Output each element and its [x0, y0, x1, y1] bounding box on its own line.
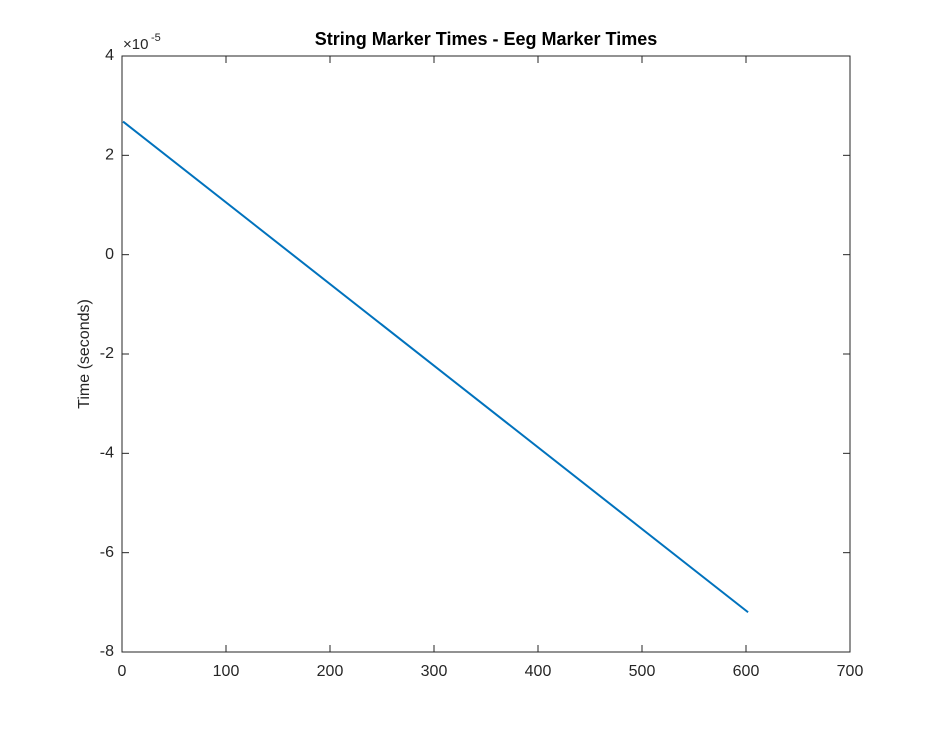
y-tick-label: 2 [105, 147, 114, 164]
y-tick-label: -2 [100, 345, 114, 362]
y-scale-exponent: -5 [151, 32, 161, 44]
y-scale-base: ×10 [123, 36, 148, 53]
x-tick-label: 700 [837, 663, 864, 680]
chart-title: String Marker Times - Eeg Marker Times [315, 29, 657, 49]
x-tick-label: 400 [525, 663, 552, 680]
x-tick-label: 0 [118, 663, 127, 680]
y-tick-label: -4 [100, 445, 114, 462]
y-tick-label: -8 [100, 643, 114, 660]
x-tick-label: 200 [317, 663, 344, 680]
x-tick-label: 600 [733, 663, 760, 680]
line-series [122, 120, 749, 614]
y-tick-label: -6 [100, 544, 114, 561]
y-axis-label: Time (seconds) [76, 299, 93, 409]
x-tick-label: 300 [421, 663, 448, 680]
x-tick-label: 100 [213, 663, 240, 680]
y-tick-label: 4 [105, 47, 114, 64]
y-tick-label: 0 [105, 246, 114, 263]
x-tick-label: 500 [629, 663, 656, 680]
